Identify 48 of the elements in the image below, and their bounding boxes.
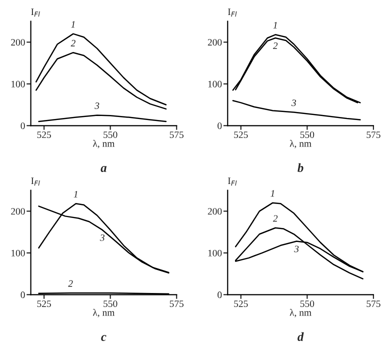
x-tick-label: 550: [104, 131, 118, 138]
text: c: [101, 334, 106, 342]
y-tick-label: 0: [218, 292, 222, 298]
x-tick-label: 550: [300, 131, 314, 138]
y-tick-label: 200: [11, 39, 25, 46]
series-label: 2: [70, 40, 76, 46]
y-axis-title: I$_{Fl}$: [228, 178, 237, 186]
x-tick-label: 525: [234, 300, 248, 308]
series-label: 3: [291, 100, 296, 106]
y-tick-label: 0: [20, 292, 25, 298]
x-tick-label: 575: [170, 132, 184, 138]
series-label: 1: [273, 22, 277, 28]
x-tick-label: 550: [300, 300, 314, 308]
x-axis-title: λ, nm: [92, 140, 115, 148]
text: d: [298, 332, 304, 342]
y-tick-label: 100: [208, 250, 222, 256]
series-label: 3: [294, 246, 299, 252]
series-label: 2: [272, 42, 278, 49]
series-label: 2: [68, 280, 73, 287]
y-tick-label: 200: [208, 39, 222, 46]
x-axis-title: λ, nm: [290, 140, 312, 148]
series-label: 2: [272, 215, 278, 222]
y-tick-label: 100: [208, 80, 222, 88]
y-tick-label: 100: [12, 250, 25, 256]
y-tick-label: 200: [11, 208, 25, 215]
x-axis-title: λ, nm: [290, 308, 312, 318]
y-axis-title: I$_{Fl}$: [228, 8, 237, 17]
x-axis-title: λ, nm: [92, 308, 115, 318]
x-tick-label: 525: [37, 131, 51, 138]
y-axis-title: I$_{Fl}$: [31, 8, 40, 17]
x-tick-label: 575: [170, 300, 184, 308]
series-label: 3: [100, 234, 104, 241]
text: b: [298, 163, 304, 172]
y-tick-label: 100: [12, 80, 25, 88]
series-label: 3: [94, 102, 100, 110]
x-tick-label: 550: [104, 300, 118, 308]
y-tick-label: 0: [218, 122, 222, 130]
series-label: 1: [74, 191, 78, 198]
series-label: 1: [270, 190, 274, 197]
x-tick-label: 575: [366, 300, 380, 308]
y-axis-title: I$_{Fl}$: [31, 178, 40, 186]
y-tick-label: 0: [20, 122, 25, 130]
y-tick-label: 200: [208, 208, 222, 215]
x-tick-label: 575: [366, 132, 380, 138]
series-label: 1: [71, 21, 75, 28]
x-tick-label: 525: [37, 300, 51, 308]
text: a: [100, 166, 107, 172]
x-tick-label: 525: [234, 131, 248, 138]
